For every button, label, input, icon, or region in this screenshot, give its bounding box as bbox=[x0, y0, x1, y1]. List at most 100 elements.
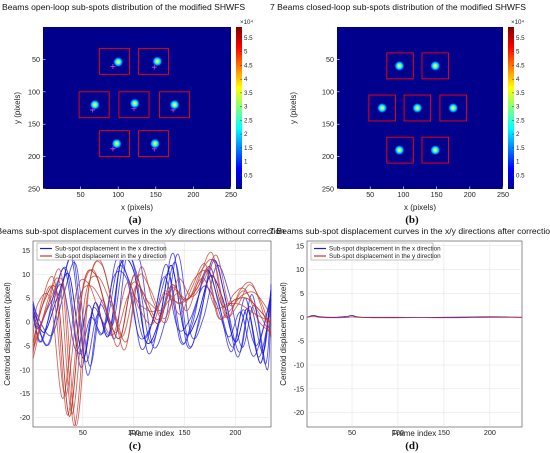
panel-b-xtick-label: 250 bbox=[497, 190, 509, 199]
panel-c-xtick-label: 100 bbox=[128, 428, 140, 437]
caption-d: (d) bbox=[405, 440, 419, 452]
panel-b-xtick-label: 100 bbox=[397, 190, 409, 199]
panel-a-subaperture-box bbox=[78, 91, 110, 119]
panel-b-colorbar bbox=[508, 27, 514, 189]
panel-b-colorbar-tick-label: 3.5 bbox=[516, 90, 525, 97]
panel-a-colorbar-tick-label: 3.5 bbox=[244, 90, 253, 97]
panel-a-colorbar-tick-label: 0.5 bbox=[244, 172, 253, 179]
panel-a-colorbar bbox=[236, 27, 242, 189]
panel-b-subapertures bbox=[368, 52, 467, 164]
panel-a-subspot bbox=[89, 99, 101, 110]
panel-b-subspot bbox=[430, 60, 441, 72]
panel-b-colorbar-tick-label: 5 bbox=[516, 49, 520, 56]
panel-d-axes: 50 100 150 200 -20 -15 -10 -5 0 5 10 15 bbox=[294, 241, 496, 437]
panel-b-colorbar-tick-label: 3 bbox=[516, 104, 520, 111]
panel-b-colorbar-tick-label: 4 bbox=[516, 76, 520, 83]
panel-a-subspot bbox=[111, 138, 122, 149]
panel-a-xtick-label: 200 bbox=[187, 190, 199, 199]
panel-c-series bbox=[32, 245, 272, 427]
panel-a-subaperture-box bbox=[118, 91, 150, 119]
panel-a-colorbar-tick-label: 4.5 bbox=[244, 62, 253, 69]
panel-b-subaperture-box bbox=[403, 94, 432, 122]
panel-b-ytick-label: 200 bbox=[322, 152, 334, 161]
panel-a-subspot bbox=[129, 98, 140, 109]
panel-b-subspot bbox=[430, 144, 441, 156]
panel-b-ytick-label: 150 bbox=[322, 120, 334, 129]
panel-b-subaperture-box bbox=[386, 52, 414, 80]
panel-d-plot-area bbox=[306, 240, 523, 428]
panel-b-xlabel: x (pixels) bbox=[404, 203, 436, 212]
panel-d-xlabel: Frame index bbox=[392, 429, 436, 438]
panel-b-subspot bbox=[376, 102, 388, 114]
panel-a-ytick-label: 50 bbox=[32, 55, 40, 64]
panel-d-series bbox=[306, 314, 523, 319]
panel-d-ytick-label: -15 bbox=[294, 384, 304, 393]
panel-d-legend-box bbox=[310, 242, 434, 261]
panel-b-subaperture-box bbox=[368, 94, 396, 122]
panel-b-subspot bbox=[394, 144, 405, 156]
panel-a-colorbar-tick-label: 5 bbox=[244, 49, 248, 56]
panel-c-series-x-line bbox=[32, 252, 272, 376]
panel-a-xlabel: x (pixels) bbox=[121, 203, 153, 212]
panel-b-subaperture-box bbox=[421, 136, 450, 164]
panel-a-ytick-label: 150 bbox=[28, 120, 40, 129]
panel-b-subspot bbox=[412, 102, 423, 114]
panel-d-ytick-label: 10 bbox=[296, 265, 304, 274]
panel-a-ytick-label: 250 bbox=[28, 185, 40, 194]
panel-a-subspot bbox=[152, 56, 163, 67]
panel-d-ytick-label: -5 bbox=[298, 337, 304, 346]
panel-d-legend: Sub-spot displacement in the x direction… bbox=[310, 242, 441, 261]
caption-b: (b) bbox=[405, 214, 419, 226]
panel-c-series-x-line bbox=[32, 245, 272, 371]
panel-b-xtick-label: 150 bbox=[431, 190, 443, 199]
panel-b-colorbar-tick-label: 2 bbox=[516, 131, 520, 138]
panel-a-subapertures bbox=[78, 47, 191, 158]
panel-c-legend-entry: Sub-spot displacement in the y direction bbox=[55, 253, 167, 260]
panel-c-series-y-line bbox=[32, 277, 272, 400]
panel-d-legend-entry: Sub-spot displacement in the y direction bbox=[329, 253, 441, 260]
panel-a-subspot bbox=[113, 56, 124, 68]
panel-b-ylabel: y (pixels) bbox=[289, 92, 298, 124]
panel-a-subaperture-box bbox=[138, 130, 170, 158]
panel-a-reference-crosshair bbox=[110, 64, 116, 70]
panel-c-legend-box bbox=[36, 242, 166, 261]
panel-b-subaperture-box bbox=[439, 94, 467, 122]
panel-d-title: 7 Beams sub-spot displacement curves in … bbox=[269, 226, 550, 236]
panel-b-colorbar-tick-label: 2.5 bbox=[516, 117, 525, 124]
panel-b-ytick-label: 50 bbox=[326, 55, 334, 64]
panel-a-subaperture-box bbox=[138, 47, 170, 75]
panel-c-ytick-label: -10 bbox=[20, 365, 30, 374]
panel-c-series-y-line bbox=[32, 254, 272, 427]
panel-a-axes: 50 100 150 200 250 50 100 150 200 250 bbox=[28, 55, 237, 199]
panel-c-ytick-label: 10 bbox=[22, 270, 30, 279]
panel-a-ylabel: y (pixels) bbox=[13, 92, 22, 124]
panel-a-colorbar-tick-label: 3 bbox=[244, 104, 248, 111]
panel-b: 7 Beams closed-loop sub-spots distributi… bbox=[270, 2, 526, 226]
panel-b-xtick-label: 200 bbox=[464, 190, 476, 199]
panel-c-ytick-label: 0 bbox=[26, 318, 30, 327]
panel-d: 7 Beams sub-spot displacement curves in … bbox=[269, 226, 550, 452]
panel-a-colorbar-tick-label: 2.5 bbox=[244, 117, 253, 124]
panel-a-subspot bbox=[149, 138, 161, 149]
caption-c: (c) bbox=[129, 440, 142, 452]
panel-c-xtick-label: 200 bbox=[229, 428, 241, 437]
panel-a-colorbar-ticks: 0.5 1 1.5 2 2.5 3 3.5 4 4.5 5 5.5 bbox=[240, 35, 253, 179]
panel-a-xtick-label: 150 bbox=[150, 190, 162, 199]
panel-c-xtick-label: 50 bbox=[79, 428, 87, 437]
panel-d-xtick-label: 50 bbox=[348, 428, 356, 437]
panel-c-xtick-label: 150 bbox=[179, 428, 191, 437]
panel-d-ytick-label: 15 bbox=[296, 241, 304, 250]
panel-a-colorbar-exponent: ×10⁴ bbox=[240, 19, 253, 26]
panel-d-ytick-label: -10 bbox=[294, 361, 304, 370]
panel-b-axes: 50 100 150 200 250 50 100 150 200 250 bbox=[322, 55, 509, 199]
panel-d-ytick-label: 5 bbox=[300, 289, 304, 298]
panel-d-xtick-label: 150 bbox=[438, 428, 450, 437]
panel-c-ytick-label: -5 bbox=[24, 341, 30, 350]
panel-a-subaperture-box bbox=[98, 130, 130, 158]
panel-c: 7 Beams sub-spot displacement curves in … bbox=[0, 226, 285, 452]
panel-b-subaperture-box bbox=[421, 52, 450, 80]
panel-c-ylabel: Centroid displacement (pixel) bbox=[3, 282, 12, 386]
panel-d-ylabel: Centroid displacement (pixel) bbox=[279, 282, 288, 386]
panel-a-xtick-label: 250 bbox=[225, 190, 237, 199]
